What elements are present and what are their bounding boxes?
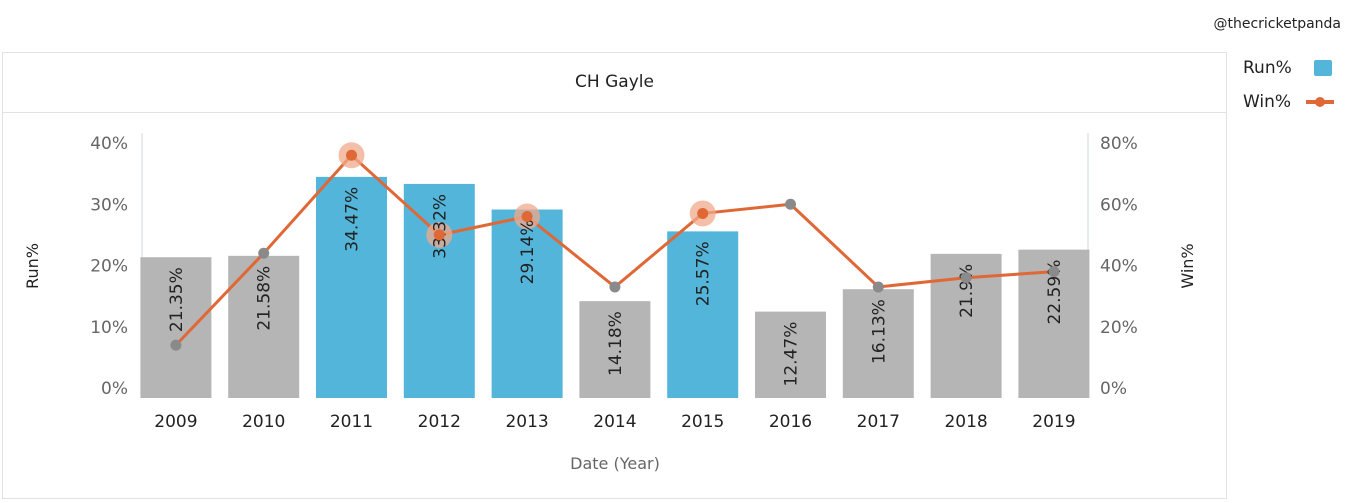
right-tick-label: 20%: [1100, 318, 1138, 338]
bar-data-label: 25.57%: [694, 241, 714, 306]
watermark-handle: @thecricketpanda: [1213, 16, 1341, 32]
bar: [316, 176, 387, 398]
win-point: [433, 229, 445, 241]
left-tick-label: 0%: [101, 379, 128, 399]
win-point: [346, 149, 357, 161]
x-tick-label: 2011: [330, 412, 373, 432]
bar: [842, 289, 914, 398]
x-axis-title: Date (Year): [570, 454, 660, 473]
left-tick-label: 40%: [90, 134, 128, 154]
right-tick-label: 40%: [1100, 257, 1138, 277]
bar-data-label: 21.9%: [957, 264, 977, 318]
x-tick-label: 2009: [154, 412, 197, 432]
legend: Run% Win%: [1243, 58, 1343, 126]
bar-data-label: 34.47%: [343, 187, 363, 252]
bar-data-label: 33.32%: [430, 194, 450, 259]
bar: [140, 257, 212, 398]
legend-swatch-bar-icon: [1314, 60, 1332, 76]
win-point: [785, 198, 796, 210]
bar: [755, 311, 826, 398]
bar-data-label: 21.58%: [255, 266, 275, 331]
x-tick-label: 2016: [769, 412, 812, 432]
legend-item-run[interactable]: Run%: [1243, 58, 1343, 92]
right-tick-label: 0%: [1100, 379, 1127, 399]
chart-title: CH Gayle: [3, 53, 1226, 113]
right-axis-title: Win%: [1178, 243, 1197, 288]
win-point: [258, 247, 270, 259]
win-point: [960, 272, 972, 284]
legend-label-win: Win%: [1243, 92, 1292, 112]
win-point: [170, 339, 182, 351]
legend-label-run: Run%: [1243, 58, 1292, 78]
x-tick-label: 2018: [944, 412, 987, 432]
left-tick-label: 10%: [90, 318, 128, 338]
right-tick-label: 80%: [1100, 134, 1138, 154]
bar-data-label: 29.14%: [518, 220, 538, 285]
legend-swatch-line-icon: [1306, 97, 1334, 107]
bar: [403, 183, 475, 398]
win-point: [521, 211, 533, 222]
win-point: [872, 281, 884, 293]
left-tick-label: 30%: [90, 195, 128, 215]
x-tick-label: 2014: [593, 412, 636, 432]
right-tick-label: 60%: [1100, 195, 1138, 215]
x-tick-label: 2017: [857, 412, 900, 432]
bar: [491, 209, 563, 398]
bar: [579, 301, 651, 398]
bar-data-label: 14.18%: [606, 311, 626, 376]
x-tick-label: 2013: [505, 412, 548, 432]
bar-data-label: 16.13%: [869, 299, 889, 364]
bar: [667, 231, 739, 398]
x-tick-label: 2019: [1032, 412, 1075, 432]
bar-data-label: 22.59%: [1045, 260, 1065, 325]
win-point: [697, 207, 709, 219]
left-tick-label: 20%: [90, 257, 128, 277]
x-tick-label: 2010: [242, 412, 285, 432]
x-tick-label: 2012: [418, 412, 461, 432]
win-point: [1048, 266, 1060, 278]
win-point: [609, 281, 621, 293]
left-axis-title: Run%: [23, 243, 42, 289]
bar-data-label: 21.35%: [167, 267, 187, 332]
x-tick-label: 2015: [681, 412, 724, 432]
legend-item-win[interactable]: Win%: [1243, 92, 1343, 126]
bar-data-label: 12.47%: [782, 322, 802, 387]
